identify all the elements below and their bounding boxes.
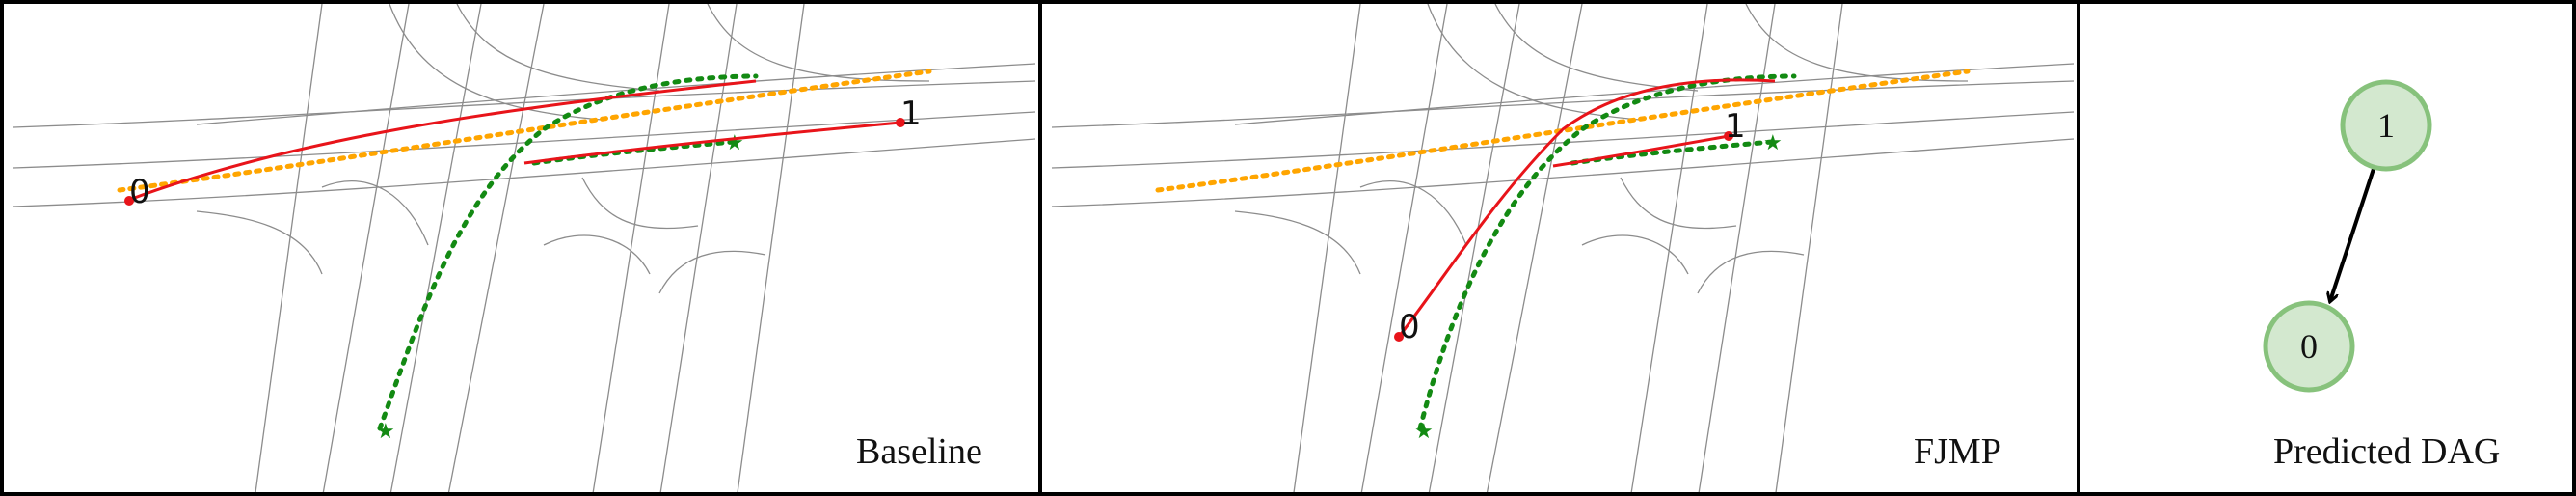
- agent-1-label: 1: [1725, 107, 1746, 146]
- dag-panel: 1 0 Predicted DAG: [2077, 0, 2576, 496]
- ground-truth-path-agent-0: [1155, 69, 1971, 193]
- baseline-caption: Baseline: [856, 431, 982, 472]
- agent-0-label: 0: [129, 173, 150, 211]
- fjmp-scene: ★ ★ 0 1: [1051, 4, 2075, 492]
- baseline-scene: ★ ★ 0 1: [13, 4, 1036, 492]
- dag-graph: 1 0: [2263, 79, 2432, 393]
- ground-truth-path-agent-0: [117, 69, 932, 193]
- predicted-path-agent-0: [128, 79, 757, 202]
- ground-truth-end-star: ★: [376, 420, 395, 444]
- lane-map: [1051, 4, 2075, 492]
- agent-1-marker: [896, 118, 905, 127]
- agent-0-marker: [1394, 332, 1404, 342]
- ground-truth-end-star: ★: [1414, 420, 1434, 444]
- agent-0-label: 0: [1399, 308, 1420, 346]
- dag-node-1: [2340, 79, 2432, 172]
- ground-truth-path-agent-1: [377, 73, 759, 431]
- dag-caption: Predicted DAG: [2273, 431, 2501, 472]
- predicted-path-agent-1: [1552, 134, 1730, 168]
- predicted-path-agent-0: [1397, 78, 1776, 338]
- ground-truth-end-star: ★: [1763, 131, 1783, 155]
- dag-node-1-label: 1: [2377, 106, 2395, 145]
- fjmp-caption: FJMP: [1914, 431, 2001, 472]
- predicted-path-agent-1: [523, 121, 901, 165]
- baseline-panel: ★ ★ 0 1 Baseline: [0, 0, 1042, 496]
- ground-truth-path-agent-1b: [531, 139, 737, 166]
- agent-1-label: 1: [900, 95, 922, 133]
- dag-edge-1-to-0: [2330, 168, 2375, 301]
- dag-node-0: [2263, 300, 2355, 393]
- agent-1-marker: [1724, 131, 1733, 141]
- fjmp-panel: ★ ★ 0 1 FJMP: [1038, 0, 2080, 496]
- dag-node-0-label: 0: [2300, 327, 2318, 366]
- lane-map: [13, 4, 1036, 492]
- agent-0-marker: [124, 196, 134, 206]
- ground-truth-end-star: ★: [725, 131, 744, 155]
